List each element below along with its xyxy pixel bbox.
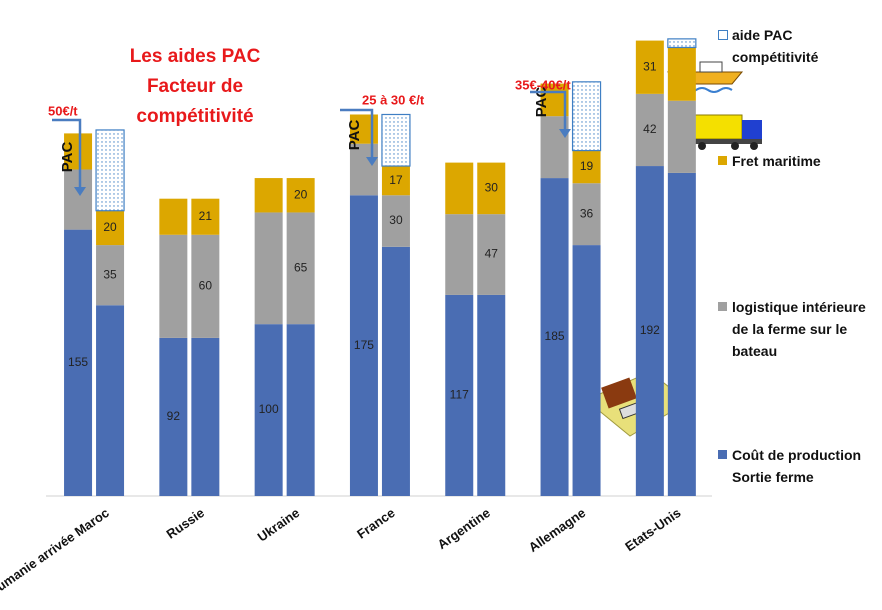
bar-segment [349,195,378,496]
value-label: 30 [389,213,403,227]
arrow-head [74,187,86,196]
bar-segment [667,47,696,101]
value-label: 20 [294,187,308,201]
bar-segment [540,178,569,496]
bar-segment [445,162,474,215]
value-label: 192 [640,323,660,337]
value-label: 21 [199,209,213,223]
legend-swatch [718,156,727,165]
annotation: 35€-40€/t [515,77,571,92]
x-tick-label: Allemagne [526,505,588,555]
bar-segment [159,337,188,496]
annotation: 25 à 30 €/t [362,92,425,107]
arrow [530,90,567,132]
bar-segment [667,172,696,496]
value-label: 20 [103,220,117,234]
bar-segment [381,246,410,496]
value-label: 31 [643,59,657,73]
x-tick-label: Etats-Unis [622,505,683,554]
value-label: 117 [450,388,469,402]
bar-segment [445,214,474,295]
bar-segment [159,198,188,235]
value-label: 47 [485,247,499,261]
bar-segment [477,214,506,295]
x-tick-label: France [354,505,398,542]
legend-label: aide PAC compétitivité [732,27,819,65]
bar-segment [191,337,220,496]
annotation: PAC [533,87,550,118]
arrow-head [559,129,571,138]
x-tick-label: Russie [164,505,208,542]
value-label: 19 [580,159,594,173]
annotation: PAC [59,142,76,173]
bar-segment [96,305,125,496]
x-tick-label: Argentine [435,505,493,552]
value-label: 175 [354,338,374,352]
bar-segment [286,212,315,325]
legend-swatch [718,450,727,459]
bar-segment [64,133,93,170]
bar-segment [572,245,601,496]
bar-segment [96,210,125,246]
bar-segment [349,114,378,144]
bar-segment [254,178,283,213]
value-label: 30 [485,181,499,195]
bar-segment [159,234,188,338]
bar-segment [572,183,601,246]
arrow [340,108,374,160]
annotation: 50€/t [48,103,78,118]
value-label: 65 [294,260,308,274]
legend-item: logistique intérieure de la ferme sur le… [718,296,878,362]
bar-segment [635,40,664,94]
x-tick-label: Roumanie arrivée Maroc [0,505,112,604]
bar-segment [381,113,411,167]
bar-segment [477,294,506,496]
bar-segment [667,38,697,49]
legend-label: Coût de production Sortie ferme [732,447,862,485]
chart-title: Les aides PAC Facteur de compétitivité [129,46,261,127]
legend-swatch [718,30,728,40]
bar-segment [254,212,283,325]
bar-segment [64,229,93,496]
bar-segment [635,93,664,167]
value-label: 36 [580,206,594,220]
legend-label: Fret maritime [732,153,821,169]
bar-segment [191,198,220,235]
bar-segment [381,166,410,196]
value-label: 17 [389,173,403,187]
value-label: 42 [643,122,657,136]
bar-segment [477,162,506,215]
bar-segment [445,294,474,496]
legend-item: Fret maritime [718,150,878,172]
bar-segment [95,129,125,212]
annotation: PAC [346,120,363,151]
bar-segment [572,150,601,184]
arrow [52,118,82,190]
bar-segment [286,324,315,496]
legend-item: aide PAC compétitivité [718,24,878,68]
bar-segment [667,100,696,173]
value-label: 155 [68,355,88,369]
bar-segment [349,143,378,196]
bar-segment [286,178,315,213]
legend-swatch [718,302,727,311]
value-label: 185 [545,329,565,343]
value-label: 60 [199,279,213,293]
bar-segment [64,169,93,230]
value-label: 35 [103,267,117,281]
value-label: 92 [167,409,181,423]
value-label: 100 [259,402,279,416]
bar-segment [191,234,220,338]
bar-segment [571,81,602,152]
x-tick-label: Ukraine [255,505,303,545]
bar-segment [254,324,283,496]
bar-segment [381,195,410,247]
legend-item: Coût de production Sortie ferme [718,444,878,488]
bar-segment [635,166,664,497]
legend-label: logistique intérieure de la ferme sur le… [732,299,866,359]
bar-segment [96,245,125,306]
arrow-head [366,157,378,166]
